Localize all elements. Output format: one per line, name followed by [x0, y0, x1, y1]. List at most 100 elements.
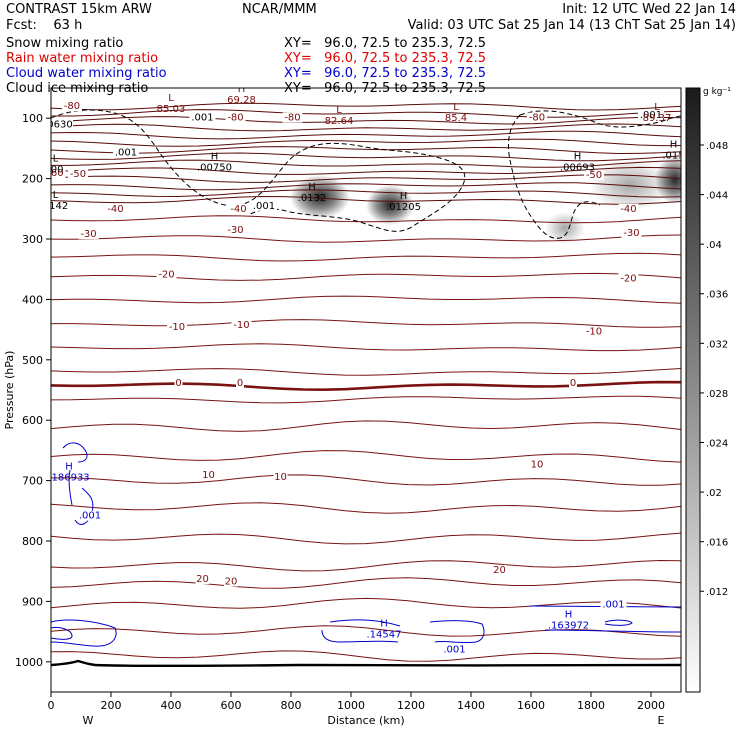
temperature-contours: [51, 102, 681, 662]
temperature-contour-label: -20: [158, 270, 174, 281]
temperature-contour-label: 20: [196, 574, 209, 585]
temperature-contour-label: 0: [570, 378, 576, 389]
plot-frame: [50, 87, 682, 693]
temperature-contour-line: [51, 123, 681, 132]
temperature-contour-line: [51, 502, 681, 514]
temperature-contour-line: [51, 130, 681, 140]
extremum-marker: L: [654, 102, 660, 113]
x-axis-title: Distance (km): [327, 714, 404, 727]
extremum-marker: H: [380, 619, 388, 630]
temperature-contour-label-bg: [569, 377, 577, 388]
temperature-contour-line: [51, 577, 681, 589]
cloud-water-contour-east: [529, 605, 681, 633]
x-tick-label: 0: [48, 699, 55, 712]
mixing-ratio-contour-label-bg: [638, 110, 664, 121]
x-tick-label: 600: [221, 699, 242, 712]
mixing-ratio-contour-label: 0630: [47, 119, 72, 130]
temperature-contour-label-bg: [236, 377, 244, 388]
temperature-contour-line: [51, 174, 681, 183]
mixing-ratio-contour-label: .001: [191, 113, 213, 124]
temperature-contour-label-bg: [621, 227, 642, 238]
snow-shade-1: [290, 175, 350, 219]
colorbar-tick-label: .02: [706, 488, 722, 499]
x-tick-label: 1800: [577, 699, 605, 712]
extremum-value: .01205: [386, 202, 421, 213]
extremum-marker: H: [308, 182, 316, 193]
field-xy-snow: XY= 96.0, 72.5 to 235.3, 72.5: [284, 36, 486, 51]
temperature-contour-label-bg: [174, 377, 183, 388]
temperature-contour-line: [51, 597, 681, 609]
colorbar-tick-label: .012: [706, 587, 728, 598]
y-tick-label: 700: [22, 475, 43, 488]
x-end-label-west: W: [83, 714, 94, 727]
temperature-contour-label: -50: [70, 169, 86, 180]
mixing-ratio-contour-label-bg: [251, 200, 277, 211]
colorbar-tick-label: .032: [706, 339, 728, 350]
x-tick-label: 400: [161, 699, 182, 712]
extremum-value: .00693: [560, 163, 595, 174]
mixing-ratio-contour-label-bg: [77, 510, 103, 521]
temperature-contour-line: [51, 474, 681, 486]
cloud-ice-contour: [51, 109, 681, 239]
temperature-contour-label-bg: [51, 168, 66, 179]
cloud-water-contour-mid: [321, 619, 485, 644]
mixing-ratio-contour-label: .001: [640, 110, 662, 121]
mixing-ratio-contour-label: .001: [443, 645, 465, 656]
extremum-value: 85.03: [157, 104, 186, 115]
temperature-contour-line: [51, 343, 681, 352]
extremum-marker: H: [565, 610, 573, 621]
temperature-contour-label-bg: [584, 326, 604, 337]
temperature-contour-label: -40: [620, 204, 636, 215]
temperature-contour-line: [51, 195, 681, 205]
temperature-contour-line: [51, 420, 681, 432]
extremum-value: .0132: [298, 193, 327, 204]
temperature-contour-line: [51, 109, 681, 118]
extremum-marker: L: [53, 190, 59, 201]
temperature-contour-label-bg: [231, 319, 252, 330]
extremum-value: 85.4: [445, 113, 467, 124]
y-tick-label: 500: [22, 354, 43, 367]
colorbar-tick-label: .04: [706, 240, 722, 251]
y-tick-label: 200: [22, 173, 43, 186]
extremum-marker: H: [574, 152, 582, 163]
mixing-ratio-contour-label: .001: [253, 201, 275, 212]
temperature-contour-label-bg: [62, 101, 82, 112]
temperature-contour-label: -30: [80, 229, 96, 240]
extremum-marker: L: [453, 102, 459, 113]
field-label-cloud-water: Cloud water mixing ratio: [6, 66, 167, 81]
temperature-contour-label: 10: [274, 472, 287, 483]
terrain-surface-line: [50, 659, 682, 667]
extremum-value: .00: [48, 165, 64, 176]
extremum-marker: L: [336, 105, 342, 116]
axes-layer: 0 200 400 600 800 1000 1200 1400 1600 1800 2000100…: [15, 112, 665, 712]
x-tick-label: 2000: [637, 699, 665, 712]
colorbar-tick-label: .028: [706, 389, 728, 400]
y-tick-label: 800: [22, 535, 43, 548]
temperature-contour-label-bg: [105, 203, 126, 214]
temperature-contour-line: [51, 102, 681, 111]
temperature-contour-label-bg: [225, 224, 246, 235]
mixing-ratio-contour-label: .001: [602, 599, 624, 610]
temperature-contour-line: [51, 234, 681, 243]
temperature-contour-label: 20: [493, 565, 506, 576]
temperature-contour-line: [51, 559, 681, 572]
temperature-contour-label: 0: [237, 378, 243, 389]
temperature-contour-line: [51, 189, 681, 198]
snow-shade-2: [366, 185, 414, 225]
temperature-contour-line: [51, 319, 681, 328]
temperature-contour-label: -10: [233, 320, 249, 331]
valid-time: Valid: 03 UTC Sat 25 Jan 14 (13 ChT Sat …: [408, 18, 736, 33]
y-tick-label: 900: [22, 595, 43, 608]
field-xy-rain: XY= 96.0, 72.5 to 235.3, 72.5: [284, 51, 486, 66]
init-time: Init: 12 UTC Wed 22 Jan 14: [562, 2, 736, 17]
temperature-contour-label: -20: [620, 273, 636, 284]
colorbar-tick-label: .048: [706, 141, 728, 152]
x-tick-label: 800: [281, 699, 302, 712]
temperature-contour-label-bg: [492, 565, 507, 576]
temperature-contour-label-bg: [527, 112, 547, 123]
snow-shade-4: [590, 159, 670, 211]
extremum-marker: L: [168, 93, 174, 104]
contour-label-layer: -80 -80 -80 -80 -60 -50 -50 -40 -40 -40 -30 -30 -30 -…: [47, 88, 681, 656]
colorbar-tick-label: .024: [706, 438, 728, 449]
